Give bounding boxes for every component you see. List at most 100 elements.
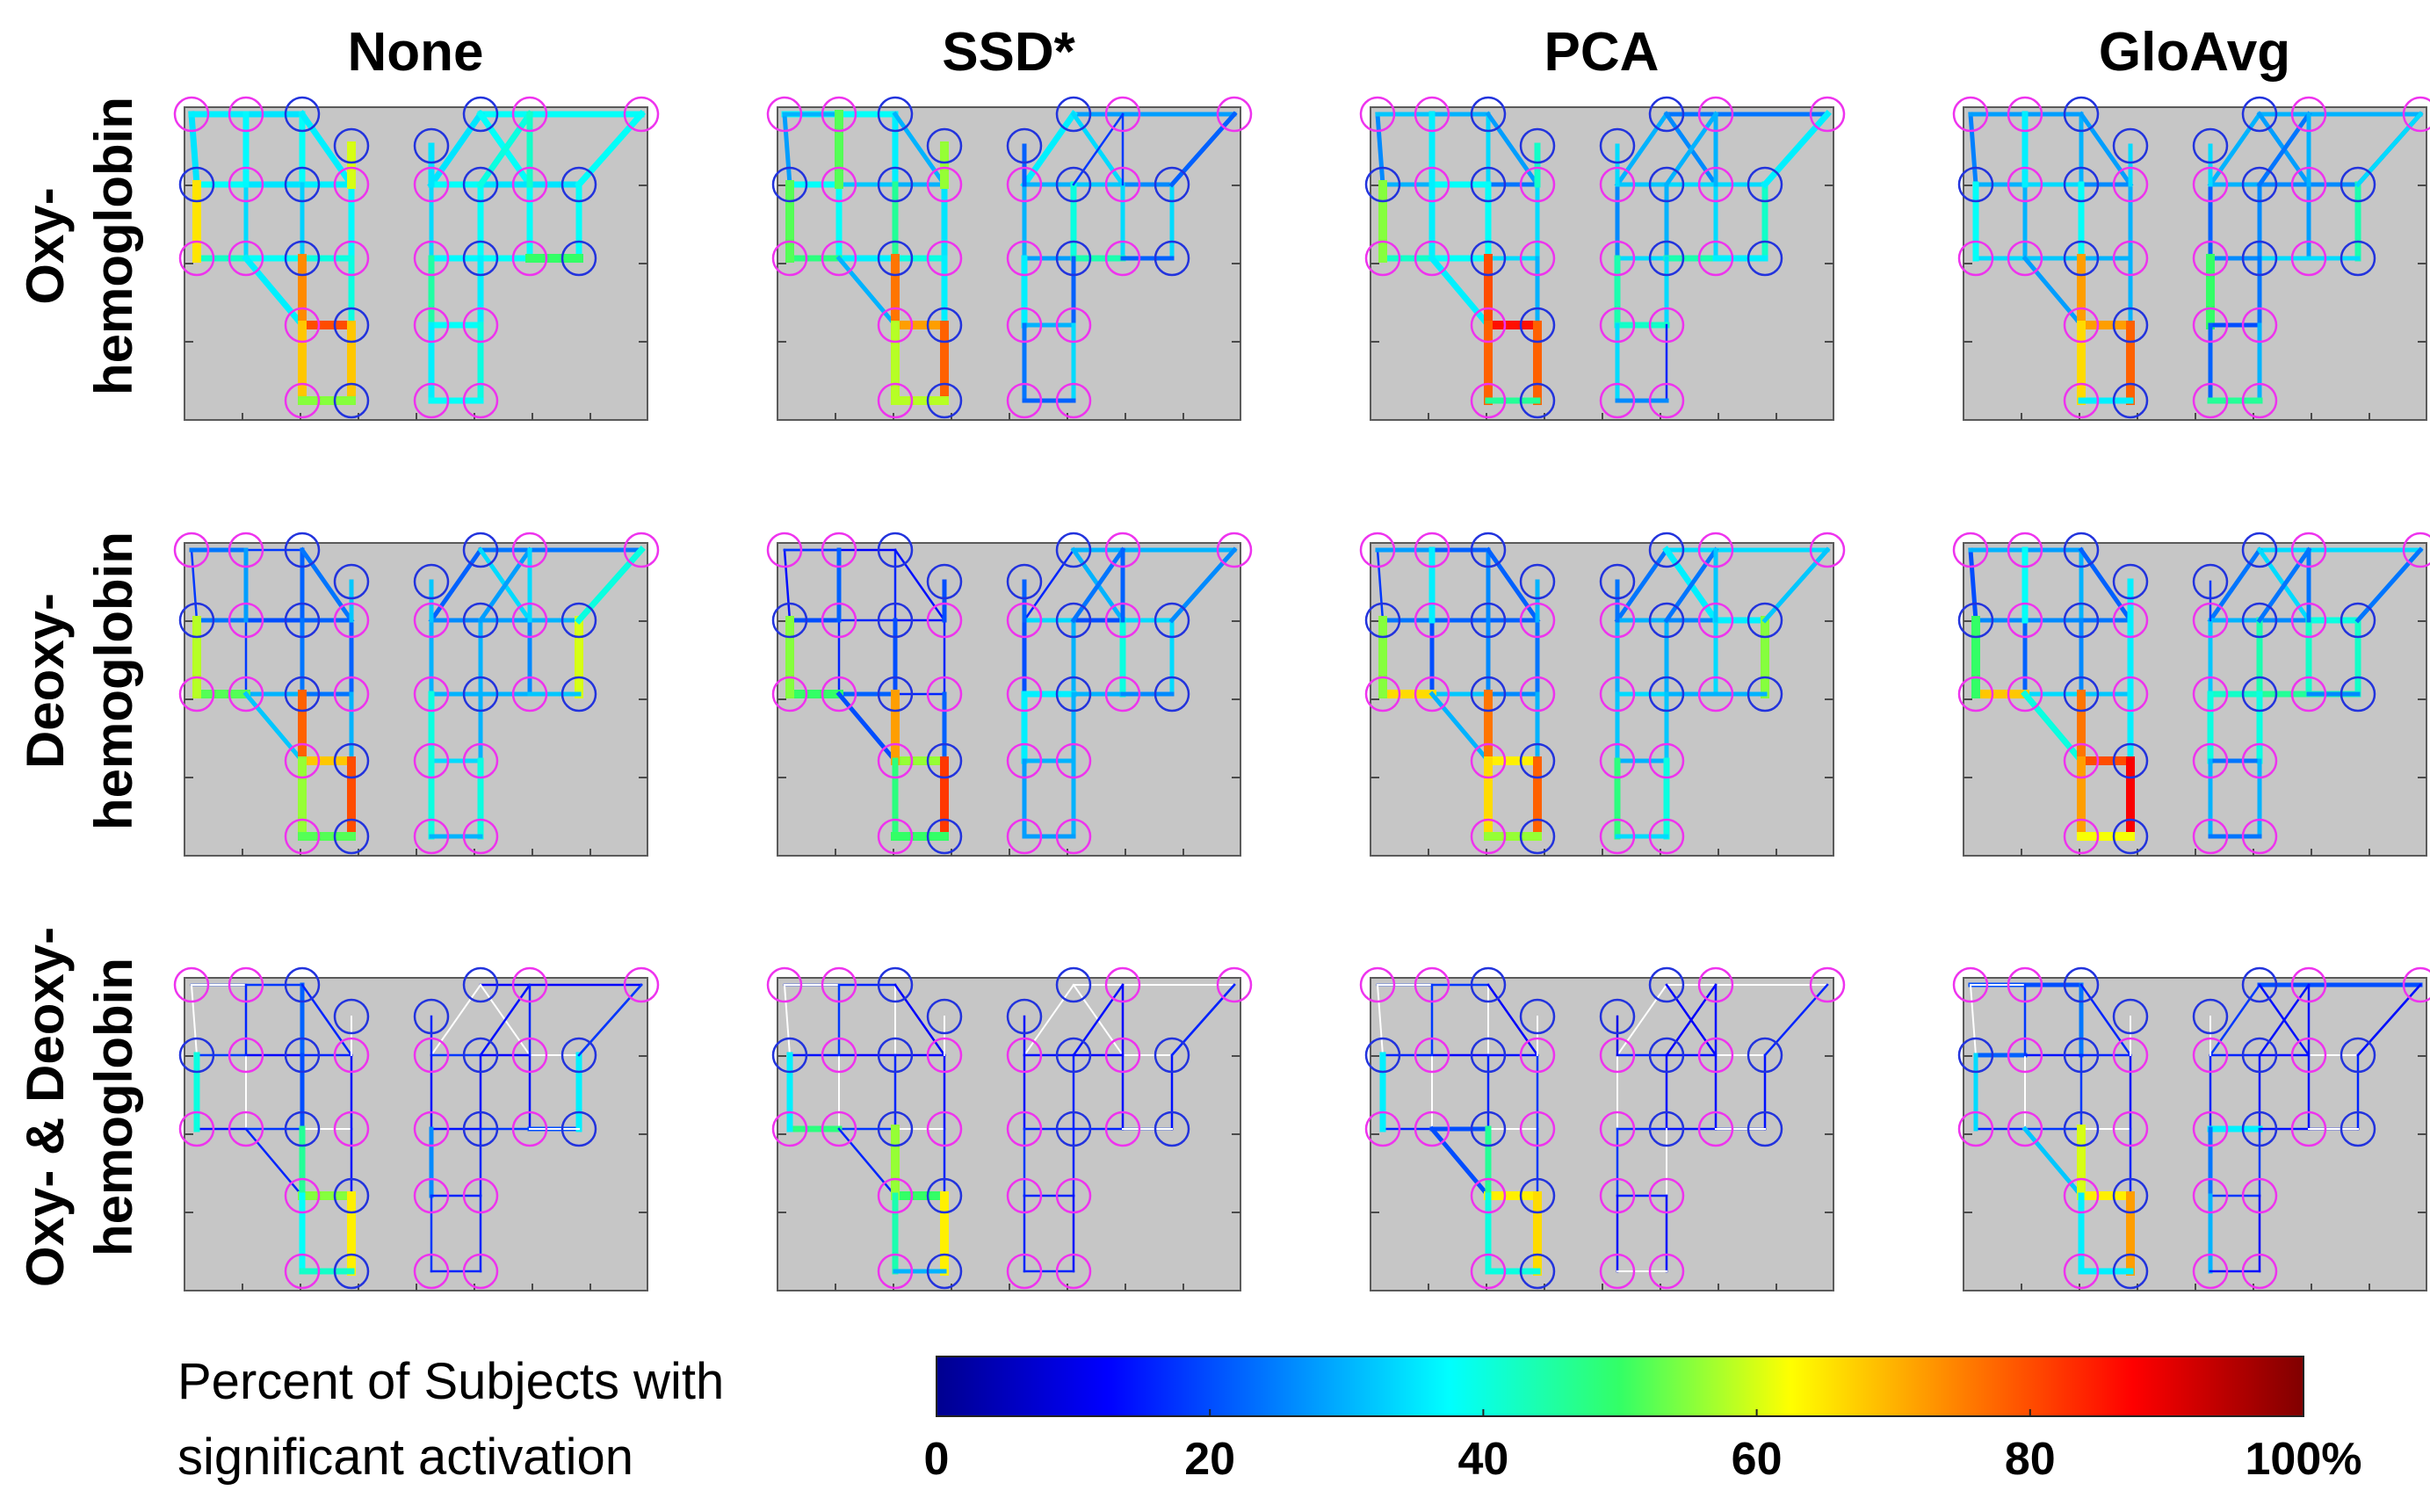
source-optode-L14 [771,240,808,277]
row-label-deoxy-line2: hemoglobin [84,532,143,830]
source-optode-R5 [2290,1037,2327,1074]
row-label-deoxy-line1: Deoxy- [16,593,75,769]
source-optode-R12 [2241,742,2278,779]
detector-optode-R8 [1648,676,1685,713]
source-optode-R7 [1599,676,1636,713]
detector-optode-R8 [1055,676,1092,713]
detector-optode-L2 [926,563,963,600]
source-optode-R1 [511,532,548,568]
source-optode-R13 [1006,382,1043,419]
detector-optode-L8 [877,240,914,277]
source-optode-R11 [1599,1177,1636,1214]
source-optode-L7 [1414,1110,1450,1147]
source-optode-R9 [2290,240,2327,277]
detector-optode-L13 [926,1253,963,1290]
source-optode-R13 [1006,1253,1043,1290]
detector-optode-R10 [560,1110,597,1147]
detector-optode-L8 [284,1110,321,1147]
source-optode-R3 [1006,602,1043,639]
detector-optode-R2 [413,998,450,1035]
channel-R20 [1663,111,1719,188]
panel-both-pca [1359,966,1846,1291]
detector-optode-R4 [1648,602,1685,639]
source-optode-L12 [877,382,914,419]
source-optode-R13 [2192,818,2229,855]
detector-optode-R10 [560,676,597,713]
source-optode-L14 [178,676,215,713]
source-optode-R5 [511,1037,548,1074]
detector-optode-R8 [2241,240,2278,277]
channel-L17 [835,255,899,329]
source-optode-L15 [228,532,264,568]
source-optode-L0 [766,96,803,133]
detector-optode-R10 [1154,676,1190,713]
source-optode-L9 [1519,1110,1556,1147]
source-optode-L15 [2007,96,2043,133]
detector-optode-L13 [1519,818,1556,855]
detector-optode-R4 [1055,1037,1092,1074]
detector-optode-L11 [333,1177,370,1214]
detector-optode-L13 [926,818,963,855]
detector-optode-L1 [877,966,914,1003]
source-optode-R5 [511,166,548,203]
detector-optode-L2 [1519,998,1556,1035]
detector-optode-R4 [2241,1037,2278,1074]
channel-L2 [300,983,353,1057]
channel-R20 [2256,111,2312,188]
channel-L3 [1376,983,1385,1057]
source-optode-R9 [511,676,548,713]
source-optode-R14 [1055,382,1092,419]
colorbar-tick-label: 40 [1457,1434,1508,1485]
channel-R1 [1023,983,1075,1057]
source-optode-L15 [228,96,264,133]
source-optode-R12 [2241,1177,2278,1214]
source-optode-L7 [228,240,264,277]
source-optode-R14 [1648,382,1685,419]
channel-R20 [1072,983,1125,1057]
source-optode-L0 [1952,532,1989,568]
source-optode-L15 [2007,532,2043,568]
channel-R20 [1070,546,1126,624]
source-optode-R5 [2290,166,2327,203]
source-optode-R14 [1055,818,1092,855]
source-optode-L4 [228,1037,264,1074]
detector-optode-R2 [1599,998,1636,1035]
panel-both-none [173,966,660,1291]
source-optode-L6 [1519,166,1556,203]
detector-optode-R0 [462,532,499,568]
channel-R20 [1072,112,1125,186]
source-optode-R12 [1648,1177,1685,1214]
channel-L17 [1428,691,1492,764]
detector-optode-R4 [1055,166,1092,203]
source-optode-R12 [462,742,499,779]
source-optode-R7 [1006,1110,1043,1147]
source-optode-R3 [1006,166,1043,203]
source-optode-R15 [2402,532,2430,568]
source-optode-R3 [1599,602,1636,639]
channel-L17 [2021,690,2086,765]
detector-optode-L8 [284,240,321,277]
detector-optode-L3 [178,602,215,639]
colorbar-tick-label: 100% [2246,1434,2362,1485]
detector-optode-R2 [413,563,450,600]
detector-optode-R8 [462,676,499,713]
source-optode-R9 [1104,676,1141,713]
detector-optode-R8 [462,240,499,277]
detector-optode-R10 [560,240,597,277]
source-optode-L7 [821,676,857,713]
channel-L17 [1428,254,1493,329]
column-title-gloavg: GloAvg [2099,22,2290,83]
source-optode-L0 [1952,966,1989,1003]
colorbar-tick-label: 0 [924,1434,950,1485]
channel-R20 [477,546,533,624]
detector-optode-L11 [2112,307,2149,344]
source-optode-L4 [1414,602,1450,639]
source-optode-L14 [771,1110,808,1147]
detector-optode-L2 [2112,127,2149,164]
channel-R1 [430,983,482,1057]
detector-optode-R10 [1747,676,1783,713]
source-optode-L14 [1957,676,1994,713]
detector-optode-R4 [1648,1037,1685,1074]
detector-optode-R6 [2340,602,2376,639]
detector-optode-R2 [1006,998,1043,1035]
